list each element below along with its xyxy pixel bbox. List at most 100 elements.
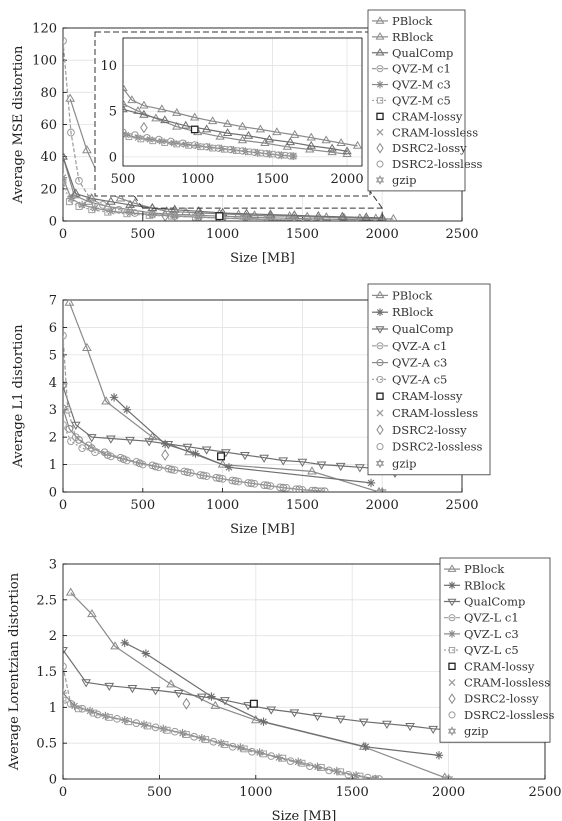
legend-label: RBlock (392, 305, 434, 319)
legend-label: CRAM-lossy (392, 389, 463, 403)
legend-label: PBlock (464, 562, 505, 576)
chart-1: 0 500 1000 1500 2000 2500020406080100120Size … (11, 10, 483, 266)
legend-label: DSRC2-lossless (464, 708, 555, 722)
legend-label: DSRC2-lossless (392, 157, 483, 171)
legend-label: DSRC2-lossy (392, 423, 467, 437)
y-axis-label: Average Lorentzian distortion (7, 572, 22, 771)
inset-y-tick-label: 0 (109, 150, 117, 165)
legend-label: QVZ-A c3 (392, 356, 447, 370)
legend-label: CRAM-lossy (464, 659, 535, 673)
y-tick-label: 2 (49, 629, 57, 644)
y-tick-label: 2.5 (36, 593, 57, 608)
legend-label: QVZ-L c3 (464, 627, 519, 641)
chart2-point-rblock (367, 479, 375, 487)
legend-entry-cram-lossless: CRAM-lossless (377, 125, 478, 139)
chart2-series-cram-lossy (218, 453, 225, 460)
x-tick-label: 1000 (239, 785, 272, 800)
x-tick-label: 1500 (336, 785, 369, 800)
x-axis-label: Size [MB] (230, 522, 295, 537)
chart3-point-qvz-l-c3 (313, 763, 321, 771)
y-tick-label: 100 (32, 54, 57, 69)
legend-label: QVZ-M c5 (392, 93, 451, 107)
y-tick-label: 3 (49, 558, 57, 573)
legend-marker-cram-lossy (377, 393, 383, 399)
x-tick-label: 2000 (366, 498, 399, 513)
legend-marker-rblock (448, 582, 456, 590)
legend-label: gzip (392, 456, 416, 470)
y-tick-label: 40 (40, 150, 57, 165)
y-axis-label: Average L1 distortion (11, 324, 26, 469)
inset-y-tick-label: 10 (100, 59, 117, 74)
legend-label: DSRC2-lossy (392, 141, 467, 155)
inset-x-tick-label: 1000 (181, 172, 214, 187)
legend-entry-dsrc2-lossless: DSRC2-lossless (377, 157, 483, 171)
x-tick-label: 2500 (528, 785, 561, 800)
chart3-point-qvz-l-c3 (352, 771, 360, 779)
inset-point-cram-lossy (192, 126, 198, 132)
x-tick-label: 500 (130, 227, 155, 242)
chart3-point-qvz-l-c3 (333, 767, 341, 775)
inset-y-tick-label: 5 (109, 105, 117, 120)
legend-marker-qvz-l-c3 (448, 630, 456, 638)
legend-label: PBlock (392, 288, 433, 302)
x-tick-label: 500 (130, 498, 155, 513)
chart3-point-cram-lossy (251, 700, 258, 707)
y-tick-label: 0 (49, 486, 57, 501)
y-tick-label: 4 (49, 376, 57, 391)
legend-label: gzip (392, 173, 416, 187)
y-tick-label: 1.5 (36, 665, 57, 680)
y-tick-label: 7 (49, 294, 57, 309)
chart-3: 0 500 1000 1500 2000 2500 0 0.5 1 1.5 2 2.5 3 Size [M… (7, 558, 562, 821)
y-tick-label: 0 (49, 773, 57, 788)
legend-label: QVZ-L c5 (464, 643, 519, 657)
legend-label: QVZ-M c3 (392, 78, 451, 92)
x-tick-label: 0 (59, 227, 67, 242)
legend-entry-cram-lossless: CRAM-lossless (449, 676, 550, 690)
y-tick-label: 2 (49, 431, 57, 446)
legend-entry-dsrc2-lossless: DSRC2-lossless (377, 440, 483, 454)
legend-label: CRAM-lossless (464, 676, 550, 690)
chart3-point-rblock (259, 717, 267, 725)
legend-label: RBlock (392, 30, 434, 44)
legend-label: QVZ-M c1 (392, 62, 451, 76)
legend: PBlock RBlock QualComp QVZ-M c1 QVZ-M c3QVZ-… (368, 10, 483, 191)
legend-label: QVZ-A c5 (392, 372, 447, 386)
chart3-point-rblock (435, 751, 443, 759)
chart2-point-cram-lossy (218, 453, 225, 460)
legend: PBlock RBlock QualComp QVZ-A c1 QVZ-A c3 QVZ-… (368, 284, 490, 475)
x-tick-label: 2000 (366, 227, 399, 242)
legend-marker-cram-lossy (449, 663, 455, 669)
legend-label: RBlock (464, 578, 506, 592)
chart3-point-rblock (361, 743, 369, 751)
legend-label: gzip (464, 724, 488, 738)
legend-entry-dsrc2-lossless: DSRC2-lossless (449, 708, 555, 722)
y-axis-label: Average MSE distortion (11, 45, 26, 204)
inset-x-tick-label: 2000 (331, 172, 364, 187)
chart3-series-cram-lossy (251, 700, 258, 707)
x-tick-label: 1500 (286, 227, 319, 242)
legend-label: DSRC2-lossy (464, 692, 539, 706)
x-axis-label: Size [MB] (230, 251, 295, 266)
legend: PBlockRBlockQualCompQVZ-L c1QVZ-L c3QVZ-… (440, 558, 555, 742)
y-tick-label: 3 (49, 403, 57, 418)
legend-label: QualComp (392, 46, 453, 60)
legend-label: QVZ-L c1 (464, 611, 519, 625)
legend-label: CRAM-lossy (392, 109, 463, 123)
legend-label: CRAM-lossless (392, 125, 478, 139)
legend-label: PBlock (392, 14, 433, 28)
legend-marker-rblock (376, 308, 384, 316)
y-tick-label: 6 (49, 321, 57, 336)
legend-label: QualComp (392, 322, 453, 336)
chart1-point-cram-lossy (216, 213, 223, 220)
y-tick-label: 0.5 (36, 737, 57, 752)
x-tick-label: 0 (59, 785, 67, 800)
inset-x-tick-label: 500 (111, 172, 136, 187)
chart3-point-qvz-l-c3 (59, 689, 67, 697)
y-tick-label: 5 (49, 348, 57, 363)
y-tick-label: 1 (49, 458, 57, 473)
x-tick-label: 2000 (432, 785, 465, 800)
x-tick-label: 2500 (445, 498, 478, 513)
chart2-point-rblock (191, 449, 199, 457)
x-axis-label: Size [MB] (272, 809, 337, 821)
x-tick-label: 2500 (445, 227, 478, 242)
